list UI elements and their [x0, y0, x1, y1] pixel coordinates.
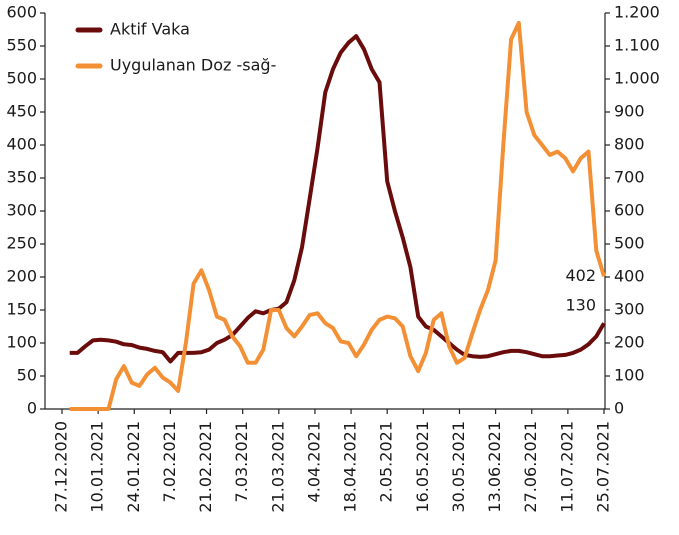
y2-tick-label: 1.200 [614, 3, 660, 22]
y-tick-label: 300 [6, 201, 37, 220]
y-tick-label: 450 [6, 102, 37, 121]
y2-tick-label: 800 [614, 135, 645, 154]
x-tick-label: 24.01.2021 [124, 421, 143, 513]
data-label: 130 [565, 296, 596, 315]
y2-tick-label: 700 [614, 168, 645, 187]
y-tick-label: 250 [6, 234, 37, 253]
x-tick-label: 27.06.2021 [521, 421, 540, 513]
y2-tick-label: 0 [614, 399, 624, 418]
y2-tick-label: 1.000 [614, 69, 660, 88]
x-tick-label: 7.03.2021 [232, 421, 251, 502]
x-tick-label: 2.05.2021 [377, 421, 396, 502]
x-tick-label: 21.02.2021 [196, 421, 215, 513]
x-tick-label: 18.04.2021 [341, 421, 360, 513]
series-line [69, 20, 606, 411]
y-tick-label: 500 [6, 69, 37, 88]
y-tick-label: 0 [27, 399, 37, 418]
y2-tick-label: 300 [614, 300, 645, 319]
y2-tick-label: 200 [614, 333, 645, 352]
y2-tick-label: 600 [614, 201, 645, 220]
legend-label: Uygulanan Doz -sağ- [110, 56, 276, 75]
y2-tick-label: 100 [614, 366, 645, 385]
x-tick-label: 7.02.2021 [160, 421, 179, 502]
y-tick-label: 150 [6, 300, 37, 319]
x-tick-label: 10.01.2021 [88, 421, 107, 513]
data-label: 402 [565, 266, 596, 285]
y-tick-label: 50 [17, 366, 37, 385]
x-tick-label: 16.05.2021 [413, 421, 432, 513]
legend-label: Aktif Vaka [110, 20, 190, 39]
y-tick-label: 200 [6, 267, 37, 286]
x-tick-label: 13.06.2021 [485, 421, 504, 513]
x-tick-label: 21.03.2021 [268, 421, 287, 513]
x-tick-label: 4.04.2021 [304, 421, 323, 502]
x-tick-label: 25.07.2021 [594, 421, 613, 513]
x-tick-label: 30.05.2021 [449, 421, 468, 513]
y2-tick-label: 400 [614, 267, 645, 286]
y-tick-label: 600 [6, 3, 37, 22]
y-tick-label: 550 [6, 36, 37, 55]
y-tick-label: 400 [6, 135, 37, 154]
x-tick-label: 11.07.2021 [557, 421, 576, 513]
y2-tick-label: 500 [614, 234, 645, 253]
x-tick-label: 27.12.2020 [52, 421, 71, 513]
y2-tick-label: 900 [614, 102, 645, 121]
series-line [69, 34, 606, 364]
y2-tick-label: 1.100 [614, 36, 660, 55]
y-tick-label: 350 [6, 168, 37, 187]
y-tick-label: 100 [6, 333, 37, 352]
